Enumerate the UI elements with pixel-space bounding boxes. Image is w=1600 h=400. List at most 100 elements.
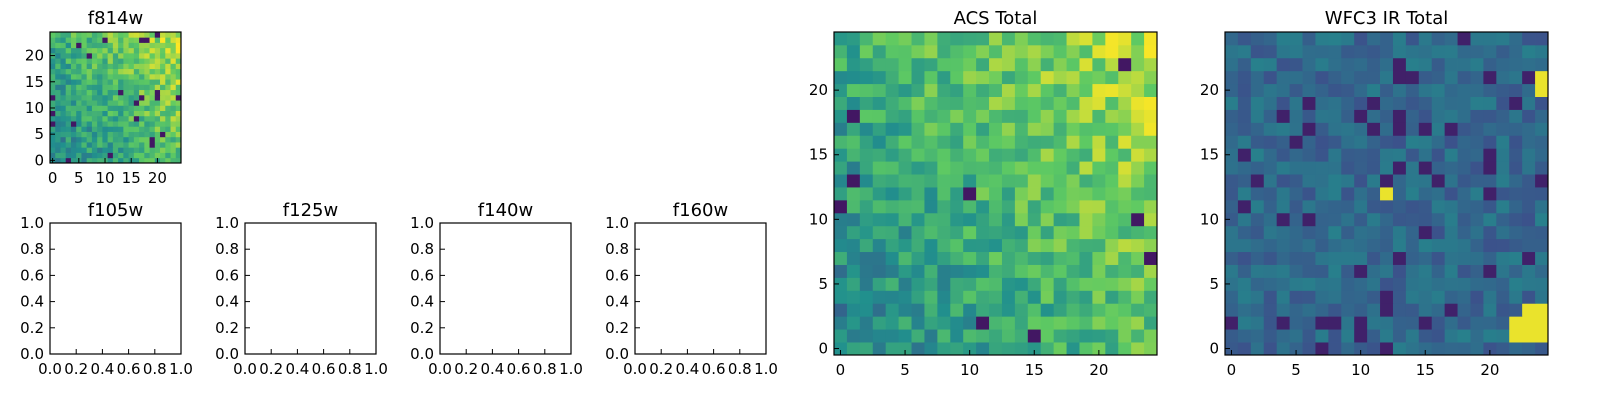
heatmap-cell (1144, 109, 1158, 123)
heatmap-cell (1418, 109, 1433, 123)
heatmap-cell (1341, 83, 1355, 97)
heatmap-cell (170, 84, 177, 91)
heatmap-cell (175, 79, 182, 85)
x-ticks: 0.0 0.2 0.4 0.6 0.8 1.0 (233, 349, 388, 378)
heatmap-cell (846, 187, 861, 201)
heatmap-cell (154, 58, 161, 64)
heatmap-cell (924, 303, 938, 317)
heatmap-cell (1014, 135, 1029, 149)
heatmap-cell (107, 105, 114, 111)
heatmap-cell (86, 115, 93, 122)
heatmap-cell (1483, 174, 1497, 188)
heatmap-cell (65, 94, 72, 101)
axes-frame (49, 222, 182, 355)
heatmap-cell (1131, 148, 1145, 162)
heatmap-cell (846, 225, 861, 240)
heatmap-cell (1027, 212, 1042, 227)
heatmap-cell (107, 42, 114, 49)
heatmap-cell (133, 100, 140, 106)
heatmap-cell (834, 238, 848, 253)
heatmap-cell (963, 303, 977, 317)
heatmap-cell (1118, 212, 1132, 227)
heatmap-cell (1014, 251, 1029, 265)
heatmap-cell (1014, 277, 1029, 291)
heatmap-cell (123, 32, 129, 38)
heatmap-cell (1405, 161, 1420, 175)
y-tick-label: 20 (25, 47, 44, 65)
heatmap-cell (107, 58, 114, 64)
heatmap-cell (1457, 44, 1471, 59)
heatmap-cell (165, 110, 171, 117)
heatmap-cell (1066, 290, 1080, 304)
heatmap-cell (950, 148, 964, 162)
heatmap-cell (1066, 342, 1080, 356)
heatmap-cell (1470, 32, 1484, 46)
heatmap-cell (81, 105, 88, 111)
heatmap-cell (1457, 316, 1471, 330)
heatmap-cell (989, 264, 1003, 278)
heatmap-cell (60, 152, 67, 159)
heatmap-cell (144, 68, 150, 75)
heatmap-cell (1496, 57, 1510, 72)
heatmap-cell (1392, 174, 1407, 188)
heatmap-cell (165, 37, 171, 43)
heatmap-cell (885, 57, 899, 72)
heatmap-cell (1509, 342, 1523, 356)
heatmap-cell (175, 37, 182, 43)
heatmap-cell (55, 131, 61, 138)
heatmap-cell (834, 96, 848, 110)
heatmap-cell (76, 142, 82, 148)
panel-title: f125w (283, 200, 338, 221)
heatmap-cell (924, 161, 938, 175)
heatmap-cell (102, 47, 109, 54)
heatmap-cell (97, 79, 103, 85)
heatmap-cell (1418, 316, 1433, 330)
heatmap-cell (86, 63, 93, 70)
heatmap-cell (175, 58, 182, 64)
heatmap-cell (1380, 329, 1394, 343)
heatmap-cell (175, 147, 182, 153)
heatmap-cell (102, 152, 109, 159)
heatmap-cell (1144, 32, 1158, 46)
heatmap-cell (60, 157, 67, 164)
heatmap-cell (133, 84, 140, 91)
heatmap-cell (1380, 187, 1394, 201)
heatmap-cell (76, 152, 82, 159)
heatmap-cell (1328, 187, 1342, 201)
heatmap-cell (950, 122, 964, 136)
heatmap-cell (963, 225, 977, 240)
heatmap-cell (65, 32, 72, 38)
heatmap-cell (154, 142, 161, 148)
heatmap-cell (1380, 251, 1394, 265)
heatmap-cell (175, 68, 182, 75)
heatmap-cell (872, 135, 887, 149)
heatmap-cell (885, 264, 899, 278)
heatmap-cell (1392, 290, 1407, 304)
heatmap-cell (1470, 342, 1484, 356)
heatmap-cell (107, 73, 114, 80)
heatmap-cell (1354, 109, 1368, 123)
heatmap-cell (1444, 32, 1458, 46)
heatmap-cell (165, 68, 171, 75)
x-tick-label: 0.6 (117, 360, 141, 378)
heatmap-cell (1302, 303, 1316, 317)
heatmap-cell (834, 329, 848, 343)
heatmap-cell (834, 264, 848, 278)
heatmap-cell (1040, 135, 1055, 149)
x-tick-label: 0 (48, 169, 58, 187)
heatmap-cell (65, 52, 72, 59)
heatmap-cell (898, 135, 912, 149)
heatmap-cell (924, 187, 938, 201)
heatmap-cell (1431, 277, 1446, 291)
heatmap-cell (1392, 57, 1407, 72)
heatmap-cell (1066, 238, 1080, 253)
heatmap-cell (170, 110, 177, 117)
y-tick-label: 20 (809, 81, 828, 99)
heatmap-cell (1276, 290, 1290, 304)
heatmap-cell (1380, 122, 1394, 136)
heatmap-cell (1092, 57, 1106, 72)
heatmap-cell (1367, 96, 1381, 110)
heatmap-cell (112, 68, 119, 75)
heatmap-cell (1092, 238, 1106, 253)
heatmap-cell (149, 42, 156, 49)
